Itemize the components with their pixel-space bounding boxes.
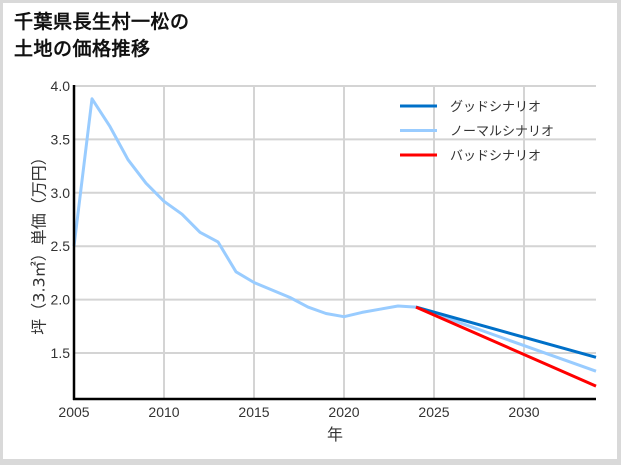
y-tick-label: 3.0 (51, 185, 71, 201)
y-tick-label: 2.5 (51, 238, 71, 254)
y-tick-label: 2.0 (51, 292, 71, 308)
chart-title-line2: 土地の価格推移 (14, 38, 151, 60)
y-tick-label: 3.5 (51, 131, 71, 147)
x-tick-label: 2005 (58, 404, 89, 420)
chart-title: 千葉県長生村一松の 土地の価格推移 (14, 9, 190, 63)
y-tick-label: 4.0 (51, 78, 71, 94)
x-tick-label: 2010 (148, 404, 179, 420)
x-tick-label: 2030 (508, 404, 539, 420)
axes (72, 85, 596, 401)
y-axis-label: 坪（3.3㎡）単価（万円） (30, 149, 49, 334)
legend-label: バッドシナリオ (450, 149, 541, 164)
x-axis-label: 年 (327, 425, 343, 444)
series-line-1 (72, 97, 597, 373)
x-tick-label: 2015 (238, 404, 269, 420)
series-lines (72, 97, 597, 388)
x-tick-label: 2020 (328, 404, 359, 420)
legend-label: グッドシナリオ (450, 100, 541, 115)
series-line-0 (415, 305, 597, 359)
tick-labels: 2005 2010 2015 2020 2025 2030 1.5 2.0 2.5 3.0 3.5 4… (51, 78, 540, 420)
chart-frame (3, 3, 617, 459)
legend-label: ノーマルシナリオ (450, 125, 554, 140)
x-tick-label: 2025 (418, 404, 449, 420)
y-tick-label: 1.5 (51, 345, 71, 361)
series-line-2 (415, 305, 597, 388)
chart-title-line1: 千葉県長生村一松の (14, 11, 190, 33)
